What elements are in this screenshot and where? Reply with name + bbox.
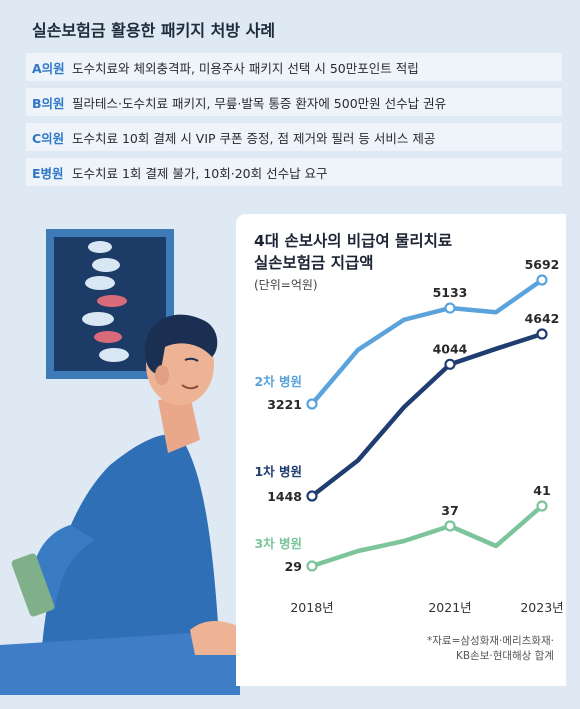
xray-icon bbox=[46, 229, 174, 379]
data-point bbox=[444, 302, 456, 314]
data-label: 37 bbox=[441, 503, 458, 518]
data-point bbox=[444, 358, 456, 370]
data-label: 3221 bbox=[267, 397, 302, 412]
chart-panel: 4대 손보사의 비급여 물리치료 실손보험금 지급액 (단위=억원) 3221 5… bbox=[236, 214, 566, 686]
data-point bbox=[536, 500, 548, 512]
x-tick-label: 2023년 bbox=[520, 600, 563, 615]
case-row-b: B의원 필라테스·도수치료 패키지, 무릎·발목 통증 환자에 500만원 선수… bbox=[26, 88, 562, 116]
case-name: C의원 bbox=[32, 130, 65, 146]
data-label: 29 bbox=[285, 559, 302, 574]
doctor-figure bbox=[0, 314, 240, 695]
case-row-c: C의원 도수치료 10회 결제 시 VIP 쿠폰 증정, 점 제거와 필러 등 … bbox=[26, 123, 562, 151]
series-name-label: 3차 병원 bbox=[254, 536, 302, 551]
case-row-e: E병원 도수치료 1회 결제 불가, 10회·20회 선수납 요구 bbox=[26, 158, 562, 186]
case-text: 필라테스·도수치료 패키지, 무릎·발목 통증 환자에 500만원 선수납 권유 bbox=[72, 95, 447, 111]
chart-title-line2: 실손보험금 지급액 bbox=[254, 254, 374, 272]
source-line2: KB손보·현대해상 합계 bbox=[455, 650, 554, 662]
chart-title-line1: 4대 손보사의 비급여 물리치료 bbox=[254, 232, 453, 250]
data-label: 4642 bbox=[525, 311, 560, 326]
data-point bbox=[306, 490, 318, 502]
illustration bbox=[0, 229, 240, 695]
cases-title: 실손보험금 활용한 패키지 처방 사례 bbox=[32, 21, 276, 40]
data-point bbox=[306, 398, 318, 410]
line-chart: 3221 5133 5692 2차 병원 1448 4044 4642 1차 병원 29 37 41… bbox=[254, 257, 563, 615]
case-name: B의원 bbox=[32, 95, 65, 111]
case-name: E병원 bbox=[32, 165, 64, 181]
case-row-a: A의원 도수치료와 체외충격파, 미용주사 패키지 선택 시 50만포인트 적립 bbox=[26, 53, 562, 81]
package-cases-section: 실손보험금 활용한 패키지 처방 사례 A의원 도수치료와 체외충격파, 미용주… bbox=[26, 16, 562, 186]
case-text: 도수치료 10회 결제 시 VIP 쿠폰 증정, 점 제거와 필러 등 서비스 … bbox=[72, 130, 436, 146]
chart-unit: (단위=억원) bbox=[254, 278, 318, 292]
data-label: 1448 bbox=[267, 489, 302, 504]
series-line-1 bbox=[309, 277, 545, 407]
data-point bbox=[306, 560, 318, 572]
x-tick-label: 2018년 bbox=[290, 600, 333, 615]
data-label: 4044 bbox=[433, 341, 468, 356]
case-text: 도수치료 1회 결제 불가, 10회·20회 선수납 요구 bbox=[72, 165, 328, 181]
data-label: 5692 bbox=[525, 257, 560, 272]
data-label: 5133 bbox=[433, 285, 468, 300]
x-tick-label: 2021년 bbox=[428, 600, 471, 615]
data-point bbox=[536, 274, 548, 286]
data-point bbox=[536, 328, 548, 340]
source-line1: *자료=삼성화재·메리츠화재· bbox=[427, 635, 554, 647]
series-line-3 bbox=[309, 503, 545, 569]
chart-source: *자료=삼성화재·메리츠화재· KB손보·현대해상 합계 bbox=[427, 634, 554, 664]
data-point bbox=[444, 520, 456, 532]
case-text: 도수치료와 체외충격파, 미용주사 패키지 선택 시 50만포인트 적립 bbox=[72, 60, 419, 76]
series-line-2 bbox=[309, 331, 545, 499]
case-name: A의원 bbox=[32, 60, 65, 76]
data-label: 41 bbox=[533, 483, 550, 498]
chart-title: 4대 손보사의 비급여 물리치료 실손보험금 지급액 bbox=[254, 230, 452, 274]
series-name-label: 1차 병원 bbox=[254, 464, 302, 479]
series-name-label: 2차 병원 bbox=[254, 374, 302, 389]
